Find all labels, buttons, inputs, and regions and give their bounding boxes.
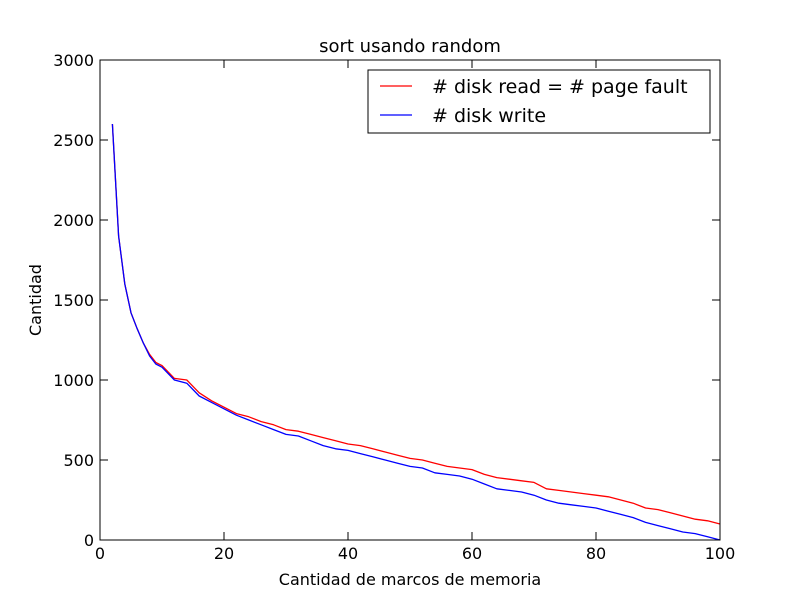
legend-box bbox=[367, 69, 711, 134]
x-axis-label: Cantidad de marcos de memoria bbox=[279, 570, 541, 589]
x-tick-label: 100 bbox=[705, 544, 736, 563]
x-tick-label: 0 bbox=[95, 544, 105, 563]
y-tick-label: 0 bbox=[84, 531, 94, 550]
series-line-disk-write bbox=[111, 123, 721, 541]
chart-title: sort usando random bbox=[319, 36, 501, 57]
y-axis-label: Cantidad bbox=[26, 264, 45, 336]
y-tick-label: 2500 bbox=[53, 131, 94, 150]
x-tick-label: 60 bbox=[462, 544, 482, 563]
x-tick-label: 80 bbox=[586, 544, 606, 563]
legend: # disk read = # page fault # disk write bbox=[367, 69, 711, 134]
y-tick-label: 1000 bbox=[53, 371, 94, 390]
y-tick-label: 500 bbox=[63, 451, 94, 470]
y-axis-ticks: 0 500 1000 1500 2000 2500 3000 bbox=[53, 51, 720, 550]
legend-label-disk-read: # disk read = # page fault bbox=[432, 76, 688, 98]
x-axis-ticks: 0 20 40 60 80 100 bbox=[95, 60, 735, 563]
y-tick-label: 1500 bbox=[53, 291, 94, 310]
y-tick-label: 3000 bbox=[53, 51, 94, 70]
x-tick-label: 40 bbox=[338, 544, 358, 563]
x-tick-label: 20 bbox=[214, 544, 234, 563]
series-line-disk-read bbox=[111, 123, 721, 525]
plot-lines bbox=[111, 123, 721, 541]
legend-label-disk-write: # disk write bbox=[432, 105, 546, 127]
y-tick-label: 2000 bbox=[53, 211, 94, 230]
